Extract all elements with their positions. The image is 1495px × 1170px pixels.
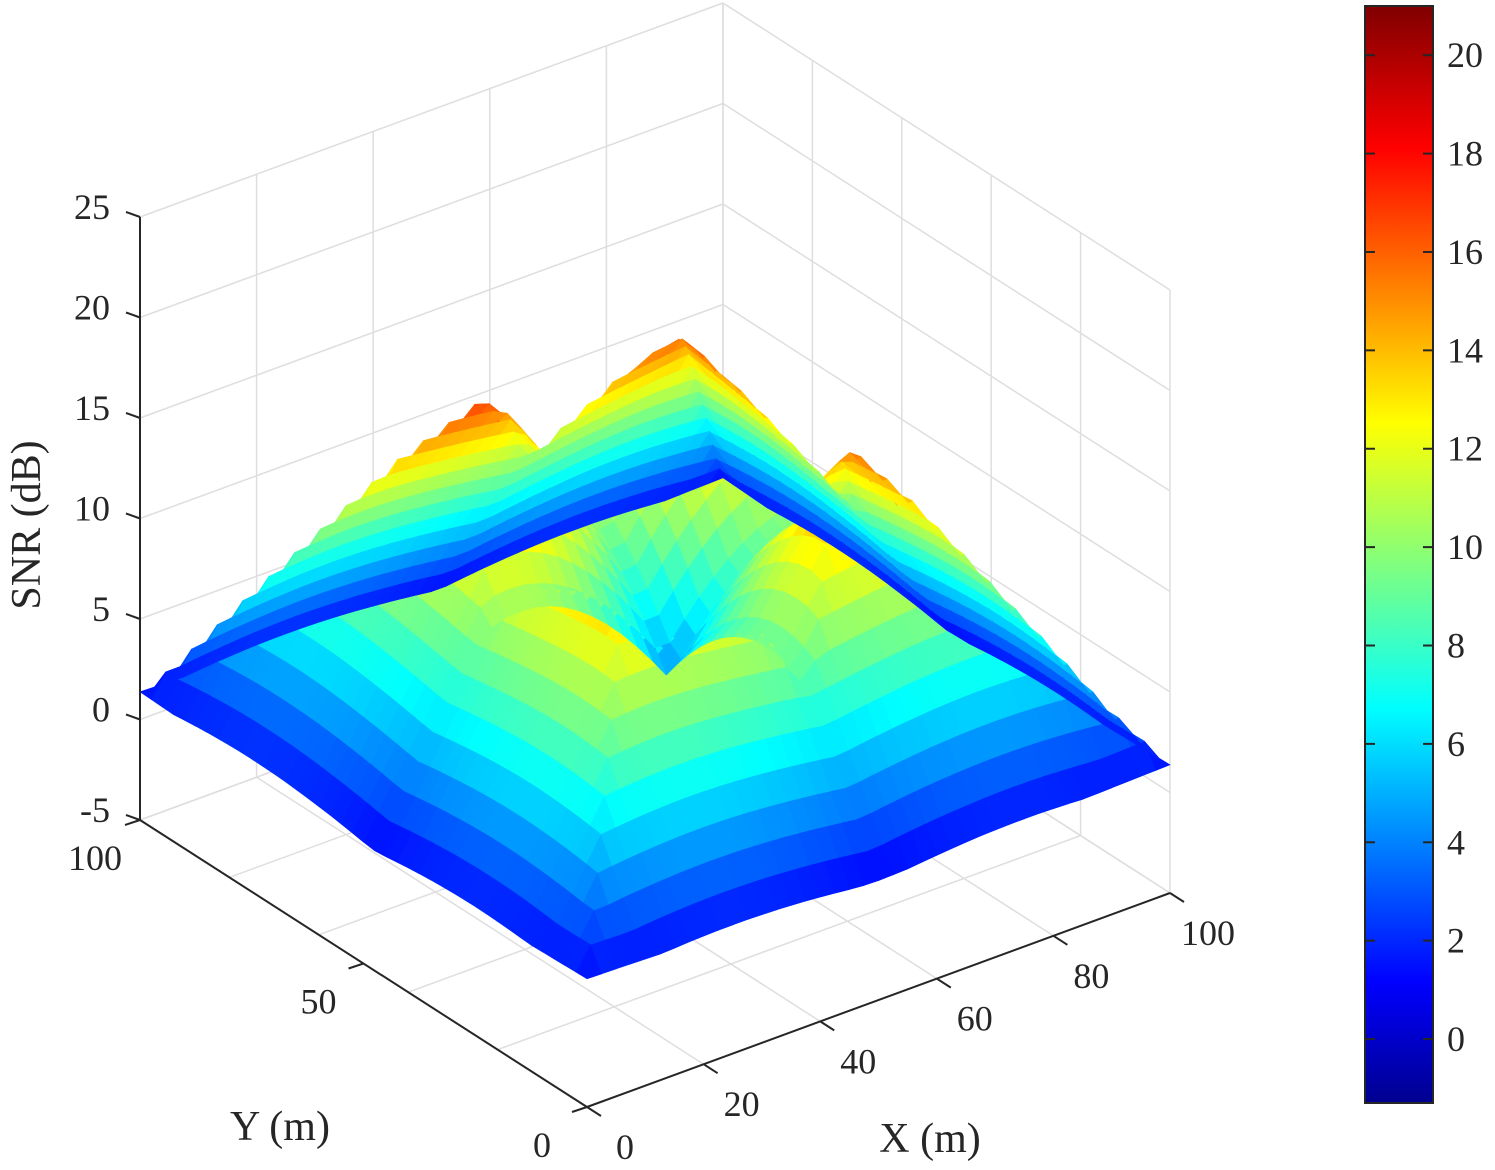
colorbar-tick-label: 18	[1447, 134, 1483, 174]
z-tick-mark	[125, 713, 141, 721]
colorbar-tick-label: 12	[1447, 429, 1483, 469]
z-tick-label: -5	[80, 790, 110, 830]
floor-grid-line	[497, 834, 1081, 1051]
back-wall-grid-line	[139, 203, 724, 419]
z-tick-mark	[125, 412, 141, 419]
z-tick-mark	[125, 512, 141, 520]
x-tick-mark	[586, 1106, 602, 1117]
right-wall-grid-line	[722, 102, 1171, 392]
y-tick-mark	[124, 819, 141, 826]
x-tick-mark	[936, 977, 952, 989]
z-tick-label: 5	[92, 589, 110, 629]
colorbar-tick-label: 6	[1447, 724, 1465, 764]
right-wall-grid-line	[722, 2, 1171, 291]
z-tick-mark	[125, 211, 141, 218]
x-tick-mark	[703, 1063, 719, 1075]
back-wall-grid-line	[139, 102, 724, 319]
x-tick-label: 100	[1181, 913, 1235, 953]
colorbar-tick-label: 8	[1447, 626, 1465, 666]
right-wall-grid-line	[722, 203, 1171, 492]
z-tick-label: 20	[74, 288, 110, 328]
x-tick-label: 0	[616, 1127, 634, 1167]
right-wall-grid-line	[722, 303, 1171, 593]
x-tick-mark	[819, 1020, 835, 1032]
z-tick-mark	[125, 311, 141, 319]
x-tick-label: 60	[957, 999, 993, 1039]
x-tick-mark	[1169, 892, 1185, 903]
z-axis-label: SNR (dB)	[4, 440, 50, 609]
y-tick-mark	[348, 962, 364, 970]
surface-patch	[139, 671, 167, 700]
x-tick-label: 40	[840, 1041, 876, 1081]
x-tick-label: 20	[724, 1084, 760, 1124]
surface-plot	[139, 338, 1171, 980]
colorbar-tick-label: 2	[1447, 921, 1465, 961]
colorbar-tick-label: 20	[1447, 35, 1483, 75]
z-tick-mark	[125, 814, 141, 821]
colorbar-tick-label: 4	[1447, 822, 1465, 862]
z-tick-mark	[125, 613, 141, 620]
z-tick-label: 0	[92, 690, 110, 730]
y-tick-label: 0	[533, 1125, 551, 1165]
y-tick-mark	[571, 1106, 588, 1113]
axes: 0 20 40 60 80 100 0 50 100 -5 0 5 10 15 20 25	[68, 187, 1235, 1167]
x-tick-mark	[1052, 934, 1068, 946]
z-tick-label: 15	[74, 388, 110, 428]
colorbar-gradient	[1364, 5, 1434, 1104]
y-tick-label: 50	[301, 982, 337, 1022]
z-tick-label: 10	[74, 489, 110, 529]
colorbar-tick-label: 14	[1447, 330, 1483, 370]
colorbar-tick-label: 16	[1447, 232, 1483, 272]
floor-grid-line	[256, 776, 705, 1065]
colorbar-tick-label: 0	[1447, 1019, 1465, 1059]
back-wall-grid-line	[139, 303, 724, 520]
back-wall-grid-line	[139, 2, 724, 218]
colorbar-tick-label: 10	[1447, 527, 1483, 567]
z-tick-label: 25	[74, 187, 110, 227]
x-tick-label: 80	[1073, 956, 1109, 996]
colorbar: 0 2 4 6 8 10 12 14 16 18 20	[1364, 5, 1483, 1104]
x-axis-label: X (m)	[879, 1116, 980, 1162]
y-tick-label: 100	[68, 838, 122, 878]
y-axis-label: Y (m)	[230, 1104, 330, 1150]
x-axis-line	[586, 892, 1171, 1108]
